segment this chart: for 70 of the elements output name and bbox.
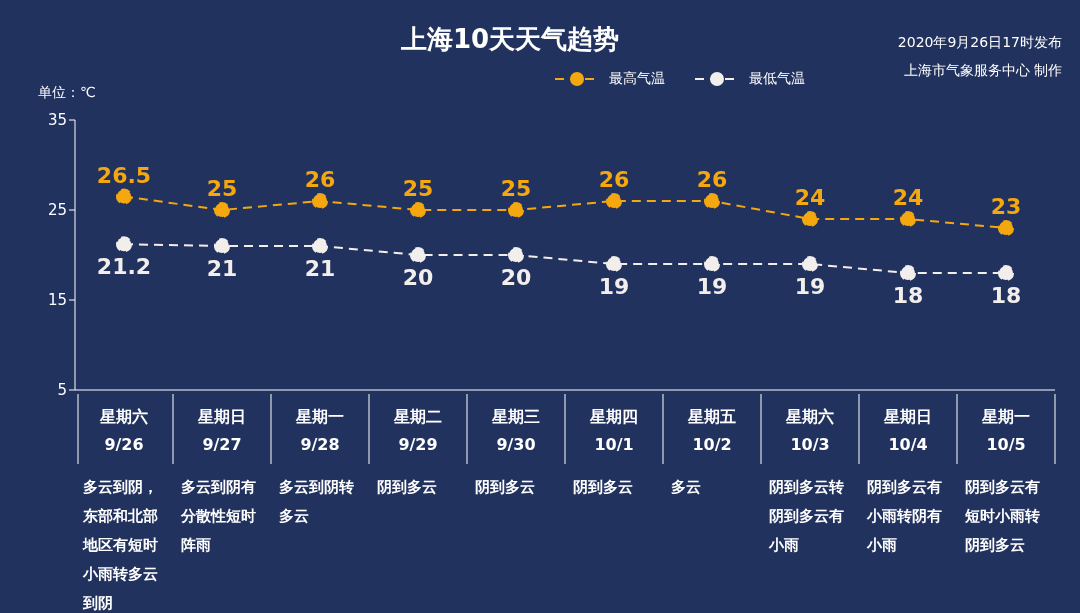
- x-tick-label: 星期六 10/3: [785, 407, 834, 454]
- data-label: 26: [696, 167, 728, 192]
- y-tick-label: 5: [57, 381, 67, 400]
- data-label: 21.2: [96, 253, 152, 279]
- text: 多云: [671, 478, 701, 496]
- x-tick-label: 星期二 9/29: [393, 407, 442, 454]
- text: 阴到多云有短时小雨转阴到多云: [964, 478, 1040, 554]
- point: [508, 247, 524, 263]
- point: [312, 238, 328, 254]
- point: [606, 256, 622, 272]
- y-tick-label: 25: [47, 201, 67, 220]
- text: 阴到多云转阴到多云有小雨: [768, 478, 844, 554]
- point: [116, 188, 132, 205]
- data-label: 19: [794, 273, 826, 299]
- data-label: 24: [794, 185, 826, 210]
- point: [410, 202, 426, 218]
- point: [998, 220, 1014, 236]
- data-label: 21: [206, 255, 238, 281]
- legend-label: 最高气温: [609, 70, 665, 88]
- y-axis-title: 单位：℃: [38, 84, 96, 102]
- point: [116, 236, 132, 253]
- data-label: 25: [402, 176, 434, 201]
- x-tick-label: 星期一 10/5: [981, 407, 1030, 454]
- data-label: 18: [892, 282, 924, 308]
- data-label: 26: [304, 167, 336, 192]
- y-tick-label: 15: [47, 291, 67, 310]
- x-tick-label: 星期六 9/26: [99, 407, 148, 454]
- text: 阴到多云有小雨转阴有小雨: [866, 478, 942, 554]
- y-tick-label: 35: [47, 111, 67, 130]
- point: [802, 211, 818, 227]
- x-tick-label: 星期一 9/28: [295, 407, 344, 454]
- data-label: 23: [990, 194, 1022, 219]
- point: [802, 256, 818, 272]
- point: [900, 211, 916, 227]
- data-label: 26.5: [96, 162, 152, 188]
- point: [312, 193, 328, 209]
- text: 阴到多云: [573, 478, 633, 496]
- data-label: 20: [402, 264, 434, 290]
- text: 多云到阴，东部和北部地区有短时小雨转多云到阴: [82, 478, 158, 612]
- data-label: 19: [696, 273, 728, 299]
- point: [508, 202, 524, 218]
- point: [410, 247, 426, 263]
- text: 2020年9月26日17时发布: [897, 34, 1062, 52]
- point: [704, 193, 720, 209]
- x-tick-label: 星期三 9/30: [491, 407, 540, 454]
- point: [900, 265, 916, 281]
- data-label: 20: [500, 264, 532, 290]
- data-label: 21: [304, 255, 336, 281]
- chart-title: 上海10天天气趋势: [400, 24, 620, 54]
- data-label: 18: [990, 282, 1022, 308]
- text: 阴到多云: [475, 478, 535, 496]
- point: [998, 265, 1014, 281]
- text: 阴到多云: [377, 478, 437, 496]
- data-label: 24: [892, 185, 924, 210]
- x-tick-label: 星期四 10/1: [589, 407, 638, 454]
- x-tick-label: 星期日 9/27: [197, 407, 246, 454]
- x-tick-label: 星期日 10/4: [883, 407, 932, 454]
- x-tick-label: 星期五 10/2: [687, 407, 736, 454]
- data-label: 26: [598, 167, 630, 192]
- text: 上海市气象服务中心 制作: [903, 62, 1062, 80]
- point: [214, 202, 230, 218]
- data-label: 25: [500, 176, 532, 201]
- data-label: 19: [598, 273, 630, 299]
- text: 多云到阴有分散性短时阵雨: [180, 478, 256, 554]
- point: [214, 238, 230, 254]
- point: [704, 256, 720, 272]
- text: 多云到阴转多云: [279, 478, 354, 525]
- point: [606, 193, 622, 209]
- legend-label: 最低气温: [749, 70, 805, 88]
- data-label: 25: [206, 176, 238, 201]
